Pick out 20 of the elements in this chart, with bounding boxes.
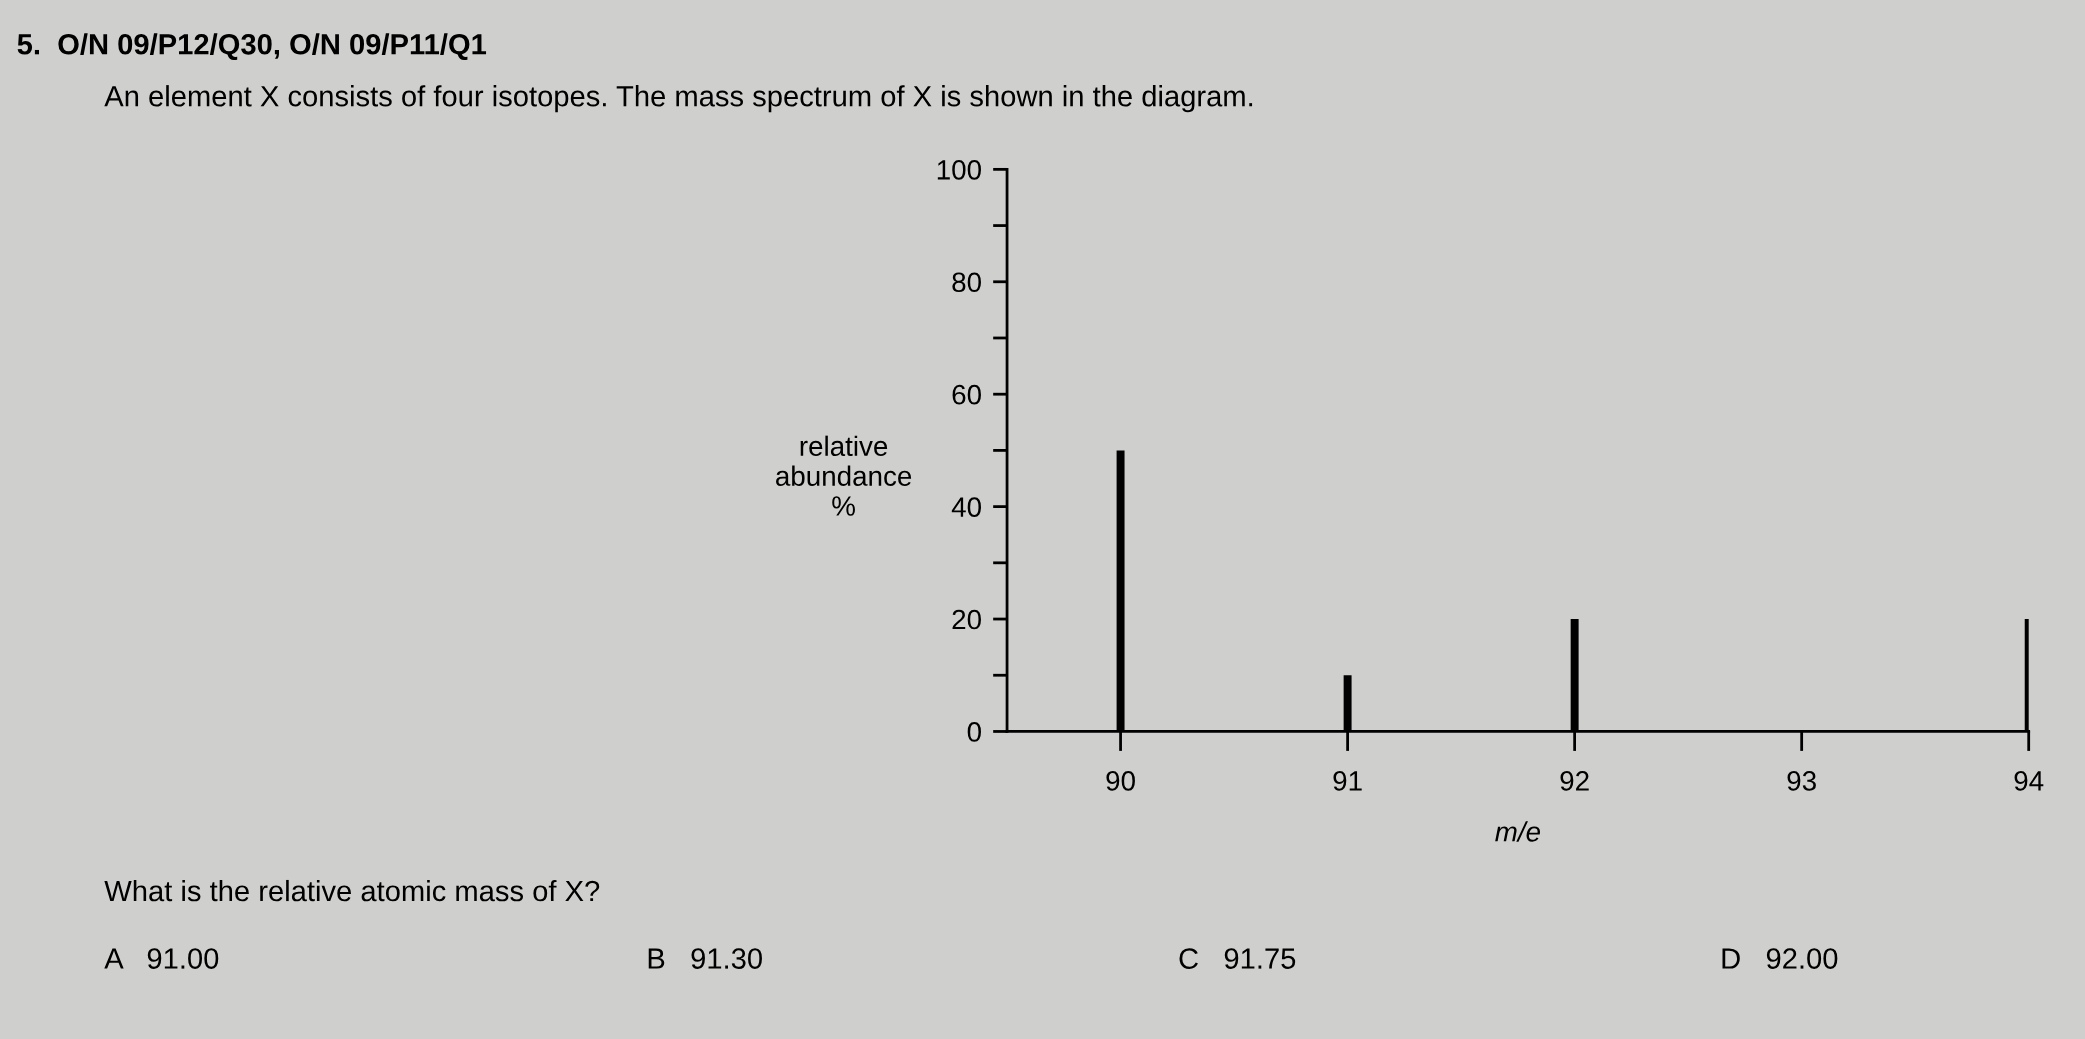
text: An element X consists of four isotopes. The mass spectrum of X is shown in the diagram. [104, 85, 1253, 113]
x-tick-label: 93 [1787, 771, 1816, 791]
x-tick-label: 90 [1106, 771, 1135, 791]
text: D 92.00 [1722, 948, 1838, 969]
x-tick-label: 92 [1560, 771, 1589, 791]
text: 5. O/N 09/P12/Q30, O/N 09/P11/Q1 [17, 33, 487, 61]
y-tick-label: 80 [952, 272, 981, 293]
y-tick-label: 0 [967, 722, 981, 742]
y-axis-title: relative abundance % [776, 435, 912, 516]
y-tick-label: 40 [951, 497, 981, 517]
x-axis-title: m/e [1495, 821, 1540, 842]
text: B 91.30 [648, 948, 762, 969]
x-tick-label: 94 [2014, 771, 2044, 791]
text: A 91.00 [104, 948, 219, 969]
y-tick-label: 20 [952, 609, 981, 630]
text: What is the relative atomic mass of X? [104, 879, 600, 902]
text: C 91.75 [1179, 948, 1296, 969]
y-tick-label: 60 [952, 384, 981, 405]
x-tick-label: 91 [1333, 771, 1362, 791]
y-tick-label: 100 [937, 160, 981, 180]
